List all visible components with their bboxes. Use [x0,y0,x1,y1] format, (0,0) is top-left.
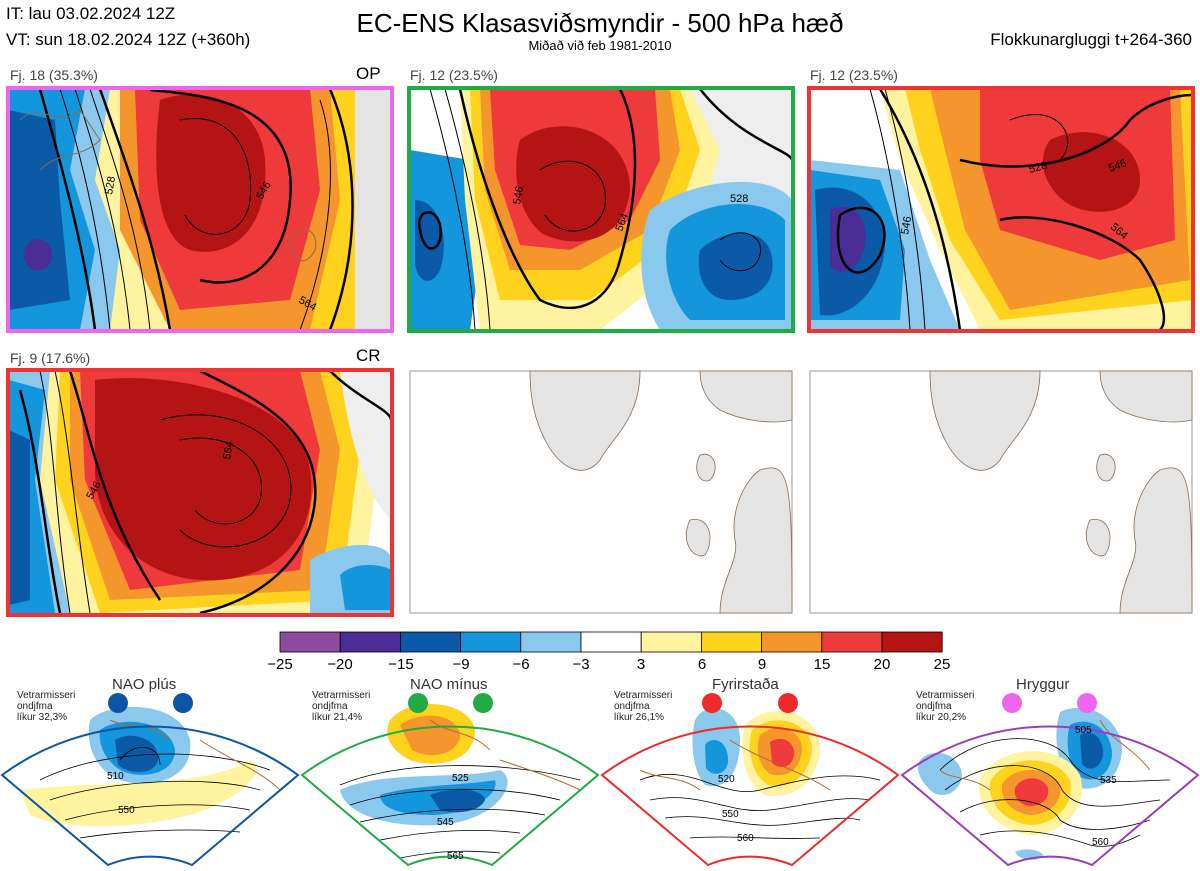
contour-label: 546 [511,185,526,205]
regime-map-blocking: 520 550 560 [600,693,900,867]
colorbar-tick: −15 [388,656,414,673]
colorbar-segment [821,631,883,653]
regime-map-nao-plus: 510 550 [0,693,300,867]
empty-map-5 [409,370,793,614]
colorbar-segment [460,631,522,653]
colorbar-tick: −3 [572,656,590,673]
colorbar-tick: −25 [267,656,293,673]
regime-contour-label: 525 [452,773,469,784]
contour-label: 528 [103,175,118,195]
panel-4-label: Fj. 9 (17.6%) [10,350,91,366]
colorbar-tick: 3 [636,656,646,673]
colorbar-tick: 25 [933,656,951,673]
regime-info: Vetrarmisseri ondjfma líkur 21,4% [312,690,371,723]
contour-label: 546 [899,215,914,235]
issue-time: IT: lau 03.02.2024 12Z [6,4,176,23]
regime-map-nao-minus: 525 545 565 [300,693,600,867]
regime-title: NAO mínus [410,676,488,693]
panel-3-label: Fj. 12 (23.5%) [810,67,898,83]
colorbar-segment [399,631,461,653]
colorbar-tick: 6 [697,656,707,673]
classification-window: Flokkunargluggi t+264-360 [990,30,1192,49]
panel-1-label: Fj. 18 (35.3%) [10,67,98,83]
contour-label: 546 [1107,157,1128,175]
regime-info: Vetrarmisseri ondjfma líkur 32,3% [17,690,76,723]
valid-time: VT: sun 18.02.2024 12Z (+360h) [6,30,251,49]
regime-contour-label: 520 [718,774,735,785]
regime-info: Vetrarmisseri ondjfma líkur 20,2% [916,690,975,723]
colorbar-segment [580,631,642,653]
regime-contour-label: 550 [118,805,135,816]
panel-2-label: Fj. 12 (23.5%) [410,67,498,83]
colorbar-tick: −9 [452,656,470,673]
regime-contour-label: 505 [1075,725,1092,736]
regime-contour-label: 545 [437,817,454,828]
regime-contour-label: 550 [722,809,739,820]
regime-contour-label: 565 [447,851,464,862]
contour-label: 528 [1028,160,1049,176]
contour-label: 564 [221,440,236,460]
cluster-map-1: 528 546 564 [6,86,394,333]
cluster-map-3: 546 564 546 528 [807,86,1195,333]
regime-info: Vetrarmisseri ondjfma líkur 26,1% [614,690,673,723]
contour-label: 528 [730,193,748,205]
cluster-map-2: 546 564 528 [407,86,795,333]
colorbar-segment [881,631,943,653]
colorbar-tick: −6 [512,656,530,673]
empty-map-6 [809,370,1193,614]
regime-contour-label: 535 [1100,775,1117,786]
regime-title: Hryggur [1016,676,1070,693]
panel-4-tag: CR [356,346,381,365]
colorbar-tick: 9 [757,656,767,673]
page-title: EC-ENS Klasasviðsmyndir - 500 hPa hæð [356,8,844,38]
panel-1-tag: OP [356,64,381,83]
colorbar-segment [279,631,341,653]
colorbar-tick: −20 [327,656,353,673]
regime-contour-label: 560 [737,833,754,844]
colorbar-segment [339,631,401,653]
colorbar-tick: 20 [873,656,891,673]
regime-title: Fyrirstaða [712,676,779,693]
colorbar [279,631,943,653]
contour-label: 564 [614,212,632,233]
colorbar-segment [640,631,702,653]
colorbar-segment [761,631,823,653]
regime-contour-label: 560 [1092,837,1109,848]
regime-map-ridge: 505 535 560 [900,693,1200,867]
colorbar-segment [520,631,582,653]
regime-contour-label: 510 [107,771,124,782]
cluster-map-4: 546 564 [6,368,394,617]
regime-title: NAO plús [112,676,177,693]
colorbar-tick: 15 [813,656,831,673]
colorbar-segment [701,631,763,653]
page-subtitle: Miðað við feb 1981-2010 [528,38,672,53]
